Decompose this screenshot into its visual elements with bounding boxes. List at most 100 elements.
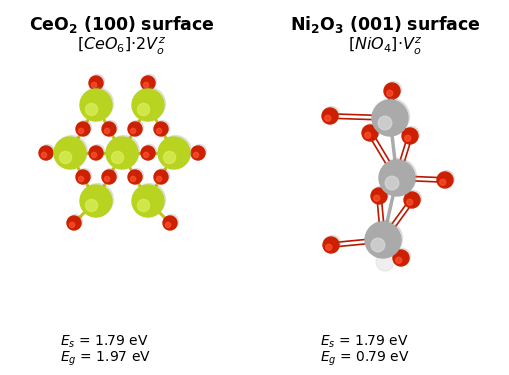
Circle shape <box>438 171 455 186</box>
Circle shape <box>362 125 378 141</box>
Text: $E_s$ = 1.79 eV: $E_s$ = 1.79 eV <box>60 334 149 350</box>
Circle shape <box>437 172 453 188</box>
Circle shape <box>376 253 394 271</box>
Circle shape <box>92 82 97 88</box>
Circle shape <box>141 76 155 90</box>
Circle shape <box>67 216 81 230</box>
Circle shape <box>69 222 75 228</box>
Circle shape <box>156 128 162 133</box>
Circle shape <box>81 183 114 216</box>
Circle shape <box>89 76 103 90</box>
Circle shape <box>322 108 338 124</box>
Circle shape <box>102 122 116 136</box>
Circle shape <box>69 214 82 228</box>
Circle shape <box>365 222 401 258</box>
Circle shape <box>165 222 171 228</box>
Circle shape <box>55 135 88 168</box>
Circle shape <box>129 120 144 135</box>
Circle shape <box>89 146 103 160</box>
Circle shape <box>156 176 162 182</box>
Circle shape <box>81 87 114 120</box>
Circle shape <box>374 99 410 135</box>
Circle shape <box>193 152 199 157</box>
Circle shape <box>106 137 138 169</box>
Circle shape <box>385 176 399 190</box>
Circle shape <box>102 170 116 184</box>
Circle shape <box>129 168 144 183</box>
Circle shape <box>111 152 124 164</box>
Circle shape <box>385 81 402 98</box>
Circle shape <box>137 200 150 211</box>
Circle shape <box>141 146 155 160</box>
Circle shape <box>191 146 205 160</box>
Circle shape <box>394 249 410 264</box>
Circle shape <box>393 250 409 266</box>
Circle shape <box>373 186 388 202</box>
Circle shape <box>326 244 332 250</box>
Circle shape <box>60 152 72 164</box>
Circle shape <box>365 132 371 138</box>
Circle shape <box>156 120 169 135</box>
Circle shape <box>132 89 164 121</box>
Text: $[NiO_4]{\cdot}V_o^z$: $[NiO_4]{\cdot}V_o^z$ <box>348 36 422 57</box>
Circle shape <box>77 120 92 135</box>
Circle shape <box>323 237 339 253</box>
Circle shape <box>104 128 110 133</box>
Circle shape <box>440 179 446 185</box>
Circle shape <box>77 168 92 183</box>
Circle shape <box>143 75 156 88</box>
Circle shape <box>143 144 156 159</box>
Text: $\mathbf{Ni_2O_3\ (001)\ surface}$: $\mathbf{Ni_2O_3\ (001)\ surface}$ <box>290 14 480 35</box>
Circle shape <box>154 170 168 184</box>
Circle shape <box>159 135 191 168</box>
Circle shape <box>130 128 136 133</box>
Circle shape <box>137 104 150 116</box>
Circle shape <box>104 176 110 182</box>
Circle shape <box>325 115 331 121</box>
Circle shape <box>192 144 207 159</box>
Circle shape <box>371 188 387 204</box>
Circle shape <box>372 100 408 136</box>
Circle shape <box>80 185 112 217</box>
Circle shape <box>76 122 90 136</box>
Circle shape <box>404 192 420 208</box>
Circle shape <box>402 128 418 144</box>
Circle shape <box>103 168 118 183</box>
Circle shape <box>324 106 340 123</box>
Circle shape <box>76 170 90 184</box>
Circle shape <box>163 216 177 230</box>
Circle shape <box>154 122 168 136</box>
Circle shape <box>156 168 169 183</box>
Circle shape <box>91 75 104 88</box>
Circle shape <box>39 146 53 160</box>
Text: $[CeO_6]{\cdot}2V_o^z$: $[CeO_6]{\cdot}2V_o^z$ <box>77 36 166 57</box>
Circle shape <box>384 83 400 99</box>
Circle shape <box>128 170 142 184</box>
Circle shape <box>103 120 118 135</box>
Circle shape <box>366 220 403 256</box>
Circle shape <box>363 123 380 140</box>
Circle shape <box>54 137 86 169</box>
Circle shape <box>41 152 47 157</box>
Circle shape <box>325 236 341 252</box>
Circle shape <box>387 90 393 96</box>
Circle shape <box>133 183 165 216</box>
Text: $E_s$ = 1.79 eV: $E_s$ = 1.79 eV <box>320 334 409 350</box>
Circle shape <box>80 89 112 121</box>
Circle shape <box>78 176 83 182</box>
Circle shape <box>378 116 392 130</box>
Circle shape <box>404 126 419 142</box>
Text: $E_g$ = 1.97 eV: $E_g$ = 1.97 eV <box>60 350 151 368</box>
Circle shape <box>133 87 165 120</box>
Circle shape <box>371 238 385 252</box>
Circle shape <box>128 122 142 136</box>
Circle shape <box>163 152 176 164</box>
Circle shape <box>405 135 411 141</box>
Circle shape <box>164 214 179 228</box>
Circle shape <box>381 159 416 195</box>
Circle shape <box>144 152 149 157</box>
Circle shape <box>107 135 139 168</box>
Circle shape <box>86 104 98 116</box>
Circle shape <box>92 152 97 157</box>
Circle shape <box>78 128 83 133</box>
